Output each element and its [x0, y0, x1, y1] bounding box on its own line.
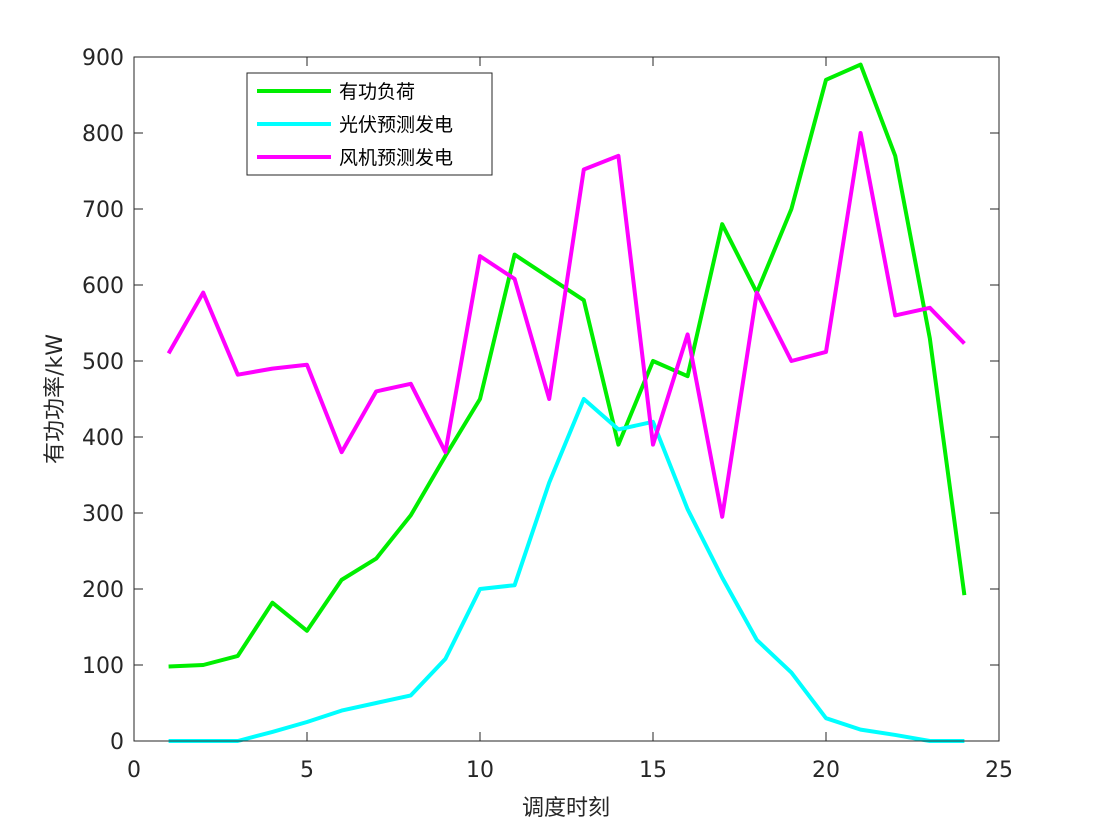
axes-box	[133, 56, 1000, 742]
x-tick-label: 0	[127, 758, 141, 783]
series-line	[168, 397, 965, 743]
y-axis-label: 有功功率/kW	[43, 334, 68, 464]
legend-label: 风机预测发电	[339, 147, 453, 169]
y-tick-label: 400	[82, 426, 124, 451]
x-tick-label: 5	[300, 758, 314, 783]
x-tick-label: 10	[466, 758, 494, 783]
legend-label: 光伏预测发电	[339, 114, 453, 136]
series-line	[166, 131, 966, 519]
y-tick-label: 600	[82, 274, 124, 299]
x-tick-label: 15	[639, 758, 667, 783]
x-tick-label: 20	[812, 758, 840, 783]
y-tick-label: 900	[82, 46, 124, 71]
legend-label: 有功负荷	[339, 81, 415, 103]
x-tick-label: 25	[985, 758, 1013, 783]
x-axis-label: 调度时刻	[522, 796, 610, 821]
y-tick-label: 200	[82, 578, 124, 603]
y-tick-label: 100	[82, 654, 124, 679]
y-tick-label: 300	[82, 502, 124, 527]
y-tick-label: 700	[82, 198, 124, 223]
y-tick-label: 500	[82, 350, 124, 375]
y-tick-label: 0	[110, 730, 124, 755]
y-tick-label: 800	[82, 122, 124, 147]
